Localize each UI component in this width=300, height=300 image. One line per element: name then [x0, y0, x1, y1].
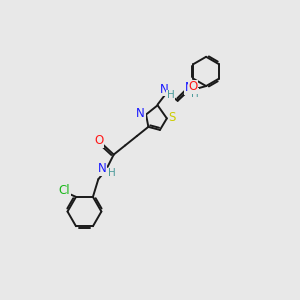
Text: O: O — [188, 80, 198, 93]
Text: S: S — [169, 111, 176, 124]
Text: N: N — [136, 107, 145, 120]
Text: H: H — [167, 90, 175, 100]
Text: H: H — [107, 168, 115, 178]
Text: H: H — [191, 89, 198, 99]
Text: N: N — [98, 162, 106, 175]
Text: N: N — [185, 81, 194, 94]
Text: Cl: Cl — [58, 184, 70, 197]
Text: N: N — [159, 82, 168, 96]
Text: O: O — [94, 134, 104, 147]
